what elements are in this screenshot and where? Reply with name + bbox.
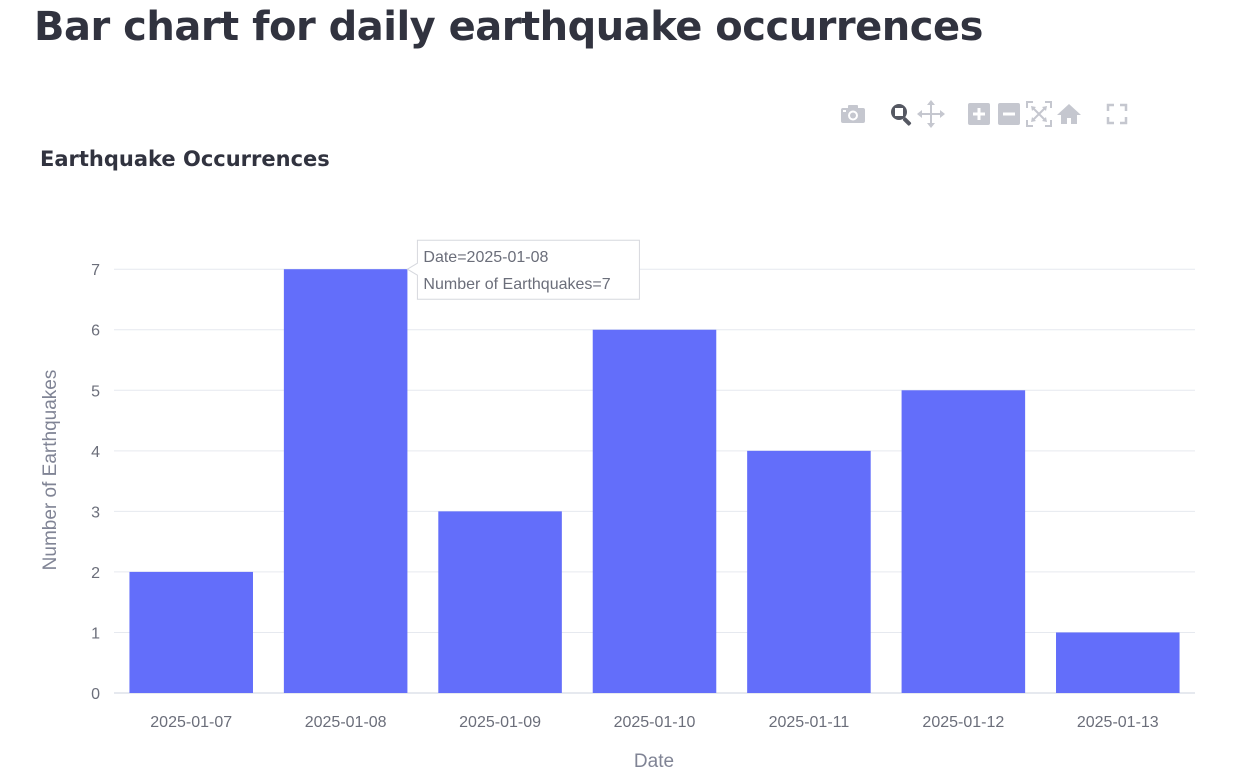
x-tick-label: 2025-01-13 [1077,714,1159,731]
bar-2025-01-12[interactable] [901,390,1026,693]
fullscreen-icon[interactable] [1102,99,1132,129]
hover-tooltip-date: Date=2025-01-08 [423,249,548,266]
y-tick-label: 2 [91,565,100,582]
bars [129,269,1180,693]
hover-tooltip-box [406,239,640,300]
bar-2025-01-08[interactable] [283,269,408,693]
x-axis-ticks: 2025-01-07 2025-01-08 2025-01-09 2025-01-10… [150,714,1159,731]
hover-tooltip: Date=2025-01-08 Number of Earthquakes=7 [406,239,640,300]
y-axis-title: Number of Earthquakes [40,370,61,571]
bar-2025-01-07[interactable] [129,571,253,693]
y-tick-label: 4 [91,444,100,461]
camera-icon[interactable] [838,99,868,129]
y-tick-label: 0 [91,686,100,703]
bar-2025-01-10[interactable] [592,329,717,693]
chart-modebar [838,98,1132,130]
zoom-in-icon[interactable] [964,99,994,129]
y-tick-label: 5 [91,383,100,400]
bar-2025-01-09[interactable] [438,511,562,693]
zoom-icon[interactable] [886,99,916,129]
x-tick-label: 2025-01-12 [922,714,1004,731]
reset-axes-icon[interactable] [1054,99,1084,129]
y-axis-ticks: 0 1 2 3 4 5 6 7 [91,262,100,703]
x-tick-label: 2025-01-07 [150,714,232,731]
page-title: Bar chart for daily earthquake occurrenc… [34,4,983,50]
chart-title: Earthquake Occurrences [40,147,330,171]
bar-2025-01-11[interactable] [747,450,871,693]
x-axis-title: Date [634,751,674,772]
x-tick-label: 2025-01-10 [614,714,696,731]
pan-icon[interactable] [916,99,946,129]
y-tick-label: 3 [91,504,100,521]
y-tick-label: 7 [91,262,100,279]
hover-tooltip-value: Number of Earthquakes=7 [423,276,610,293]
bar-2025-01-13[interactable] [1056,632,1180,693]
x-tick-label: 2025-01-09 [459,714,541,731]
y-tick-label: 6 [91,323,100,340]
y-tick-label: 1 [91,625,100,642]
zoom-out-icon[interactable] [994,99,1024,129]
x-tick-label: 2025-01-11 [769,714,850,731]
autoscale-icon[interactable] [1024,99,1054,129]
x-tick-label: 2025-01-08 [305,714,387,731]
